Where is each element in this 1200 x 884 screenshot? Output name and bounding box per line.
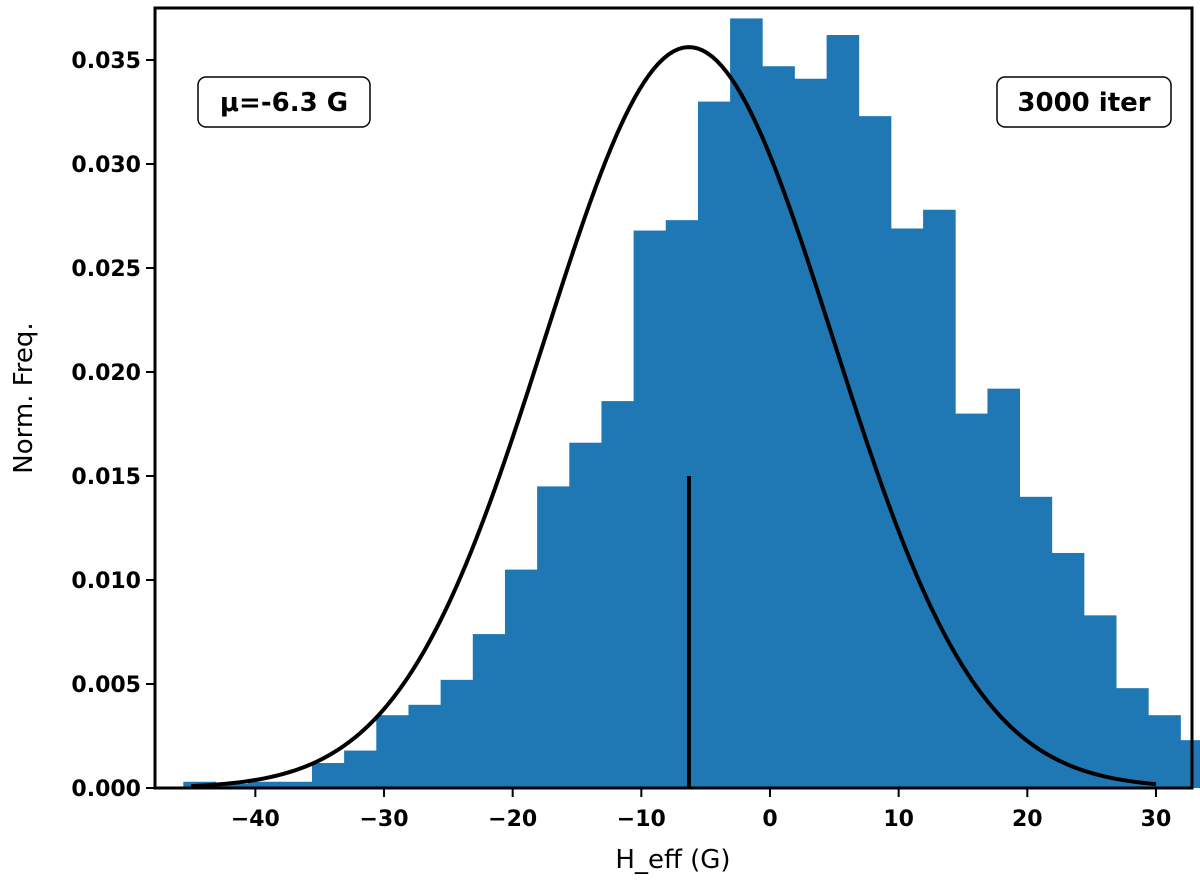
histogram-bar [601,401,635,788]
histogram-bar [1083,615,1117,788]
y-axis-ticks: 0.000 0.005 0.010 0.015 0.020 0.025 0.030 0.035 [71,49,155,802]
histogram-bar [1148,715,1181,788]
histogram-bar [472,634,506,788]
histogram-bar [697,101,731,789]
histogram-bar [215,783,249,788]
x-tick-label: 30 [1141,807,1172,832]
x-tick-label: 20 [1012,807,1043,832]
histogram-bar [1019,496,1053,788]
x-axis-ticks: −40 −30 −20 −10 0 10 20 30 [231,788,1171,832]
y-tick-label: 0.000 [71,777,141,802]
y-axis-label: Norm. Freq. [9,322,39,473]
x-tick-label: −40 [231,807,280,832]
histogram-bar [440,679,474,788]
x-tick-label: −30 [359,807,408,832]
histogram-bar [665,220,699,788]
x-tick-label: 0 [762,807,777,832]
histogram-bars [183,18,1200,789]
histogram-bar [1116,688,1149,788]
histogram-bar [1180,740,1200,788]
histogram-bar [311,763,345,788]
histogram-bar [826,35,860,789]
y-tick-label: 0.005 [71,673,141,698]
histogram-bar [408,704,442,788]
histogram-bar [762,66,795,789]
histogram-bar [858,116,892,788]
histogram-bar [1051,552,1085,788]
histogram-bar [923,209,956,788]
y-tick-label: 0.015 [71,465,141,490]
histogram-bar [569,442,602,788]
histogram-bar [344,750,377,788]
x-axis-label: H_eff (G) [615,845,730,875]
y-tick-label: 0.025 [71,257,141,282]
histogram-bar [247,781,281,788]
iterations-annotation-box: 3000 iter [996,76,1172,128]
histogram-bar [279,781,313,788]
y-tick-label: 0.010 [71,569,141,594]
mean-annotation-text: μ=-6.3 G [220,88,348,118]
iterations-annotation-text: 3000 iter [1017,88,1150,118]
histogram-bar [730,18,763,788]
histogram-bar [376,715,409,788]
mean-annotation-box: μ=-6.3 G [197,76,371,128]
y-tick-label: 0.020 [71,361,141,386]
histogram-bar [890,228,924,789]
y-tick-label: 0.035 [71,49,141,74]
histogram-bar [504,569,538,788]
x-tick-label: 10 [883,807,914,832]
gaussian-fit-curve [190,45,1157,789]
histogram-bar [633,230,667,788]
histogram-bar [794,78,828,789]
histogram-bar [537,486,570,788]
y-tick-label: 0.030 [71,153,141,178]
histogram-bar [955,413,988,788]
x-tick-label: −20 [488,807,537,832]
histogram-bar [987,388,1020,788]
plot-frame [153,6,1194,790]
x-tick-label: −10 [617,807,666,832]
